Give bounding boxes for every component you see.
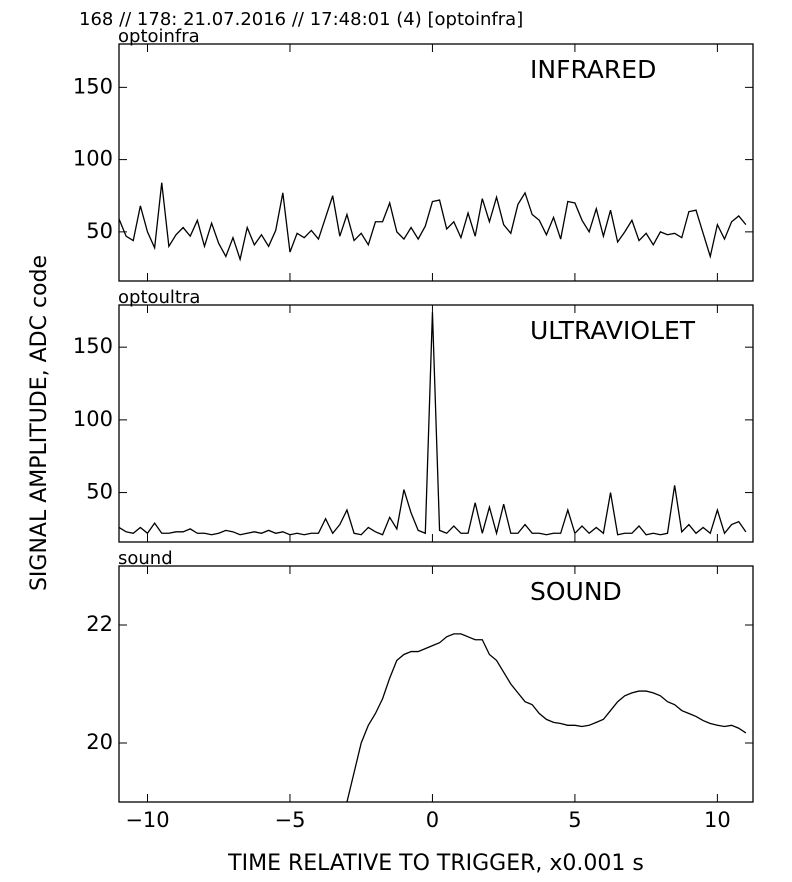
panel-label: sound bbox=[118, 548, 173, 569]
panel-label: optoinfra bbox=[118, 26, 200, 47]
data-line bbox=[119, 182, 747, 262]
y-tick-label: 20 bbox=[86, 730, 113, 754]
plot-frame bbox=[118, 304, 754, 543]
header: 168 // 178: 21.07.2016 // 17:48:01 (4) [… bbox=[79, 9, 523, 30]
y-tick-label: 50 bbox=[86, 480, 113, 504]
x-tick-label: 0 bbox=[426, 808, 439, 832]
plot-frame bbox=[118, 43, 754, 282]
y-axis-label: SIGNAL AMPLITUDE, ADC code bbox=[27, 255, 52, 591]
y-tick-label: 22 bbox=[86, 612, 113, 636]
panel-title: SOUND bbox=[530, 577, 622, 606]
x-tick-label: 10 bbox=[704, 808, 731, 832]
y-tick-label: 100 bbox=[73, 147, 113, 171]
y-tick-label: 150 bbox=[73, 74, 113, 98]
plot-frame bbox=[118, 565, 754, 803]
panel-title: INFRARED bbox=[530, 55, 656, 84]
y-tick-label: 150 bbox=[73, 334, 113, 358]
x-axis-label: TIME RELATIVE TO TRIGGER, x0.001 s bbox=[227, 851, 644, 876]
x-tick-label: −10 bbox=[125, 808, 169, 832]
x-tick-label: 5 bbox=[568, 808, 581, 832]
panel-label: optoultra bbox=[118, 287, 200, 308]
panel-title: ULTRAVIOLET bbox=[530, 316, 696, 345]
data-line bbox=[119, 312, 747, 536]
data-line bbox=[346, 633, 747, 802]
y-tick-label: 50 bbox=[86, 219, 113, 243]
x-tick-label: −5 bbox=[274, 808, 305, 832]
y-tick-label: 100 bbox=[73, 407, 113, 431]
